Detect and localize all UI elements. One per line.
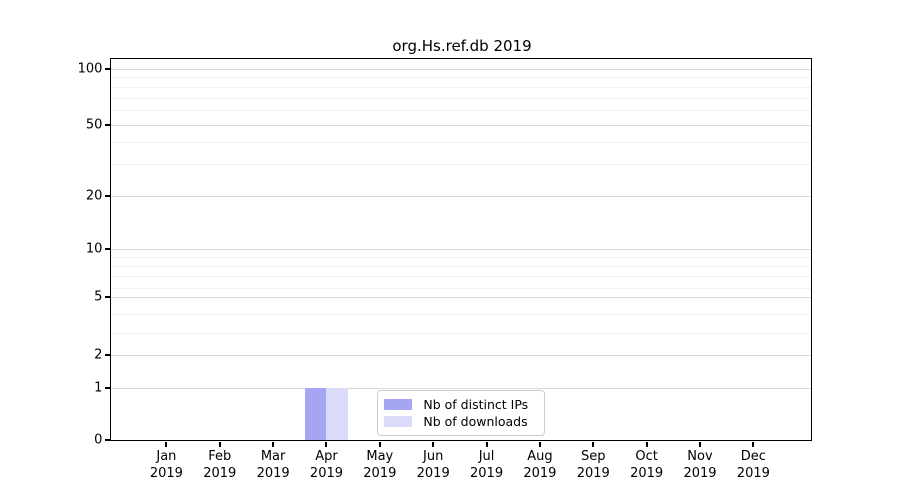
chart-title: org.Hs.ref.db 2019	[392, 37, 532, 55]
x-tick-year: 2019	[256, 466, 290, 482]
x-tick-mark-jul	[485, 441, 488, 447]
x-tick-month: Mar	[260, 449, 286, 465]
x-tick-month: Oct	[635, 449, 658, 465]
gridline-minor-7	[111, 276, 812, 278]
x-tick-year: 2019	[416, 466, 450, 482]
gridline-minor-30	[111, 164, 812, 166]
y-tick-label-10: 10	[85, 241, 103, 257]
gridline-major-1	[111, 388, 812, 390]
gridline-minor-60	[111, 110, 812, 112]
x-tick-year: 2019	[470, 466, 504, 482]
y-tick-label-50: 50	[85, 117, 103, 133]
legend-label-distinct-ips: Nb of distinct IPs	[423, 397, 529, 413]
x-tick-mark-mar	[272, 441, 275, 447]
x-tick-label-jul: Jul 2019	[447, 448, 527, 482]
gridline-major-20	[111, 196, 812, 198]
legend-label-downloads: Nb of downloads	[423, 414, 528, 430]
legend-item-distinct-ips: Nb of distinct IPs	[384, 397, 536, 412]
x-tick-month: Jan	[156, 449, 177, 465]
x-tick-mark-sep	[592, 441, 595, 447]
x-tick-mark-aug	[538, 441, 541, 447]
x-tick-month: Sep	[581, 449, 606, 465]
y-tick-mark-20	[104, 195, 110, 198]
gridline-minor-4	[111, 314, 812, 316]
legend-swatch-downloads	[384, 416, 413, 428]
legend-swatch-distinct-ips	[384, 399, 413, 411]
x-tick-month: Aug	[527, 449, 553, 465]
x-tick-month: Nov	[687, 449, 713, 465]
bar-distinct-ips-apr	[304, 388, 327, 441]
x-tick-label-nov: Nov 2019	[660, 448, 740, 482]
x-tick-mark-nov	[698, 441, 701, 447]
y-tick-label-20: 20	[85, 188, 103, 204]
gridline-minor-90	[111, 77, 812, 79]
gridline-minor-9	[111, 257, 812, 259]
y-tick-mark-50	[104, 124, 110, 127]
y-tick-mark-0	[104, 439, 110, 442]
x-tick-month: Apr	[315, 449, 338, 465]
x-tick-month: Dec	[740, 449, 766, 465]
gridline-major-10	[111, 249, 812, 251]
x-tick-label-may: May 2019	[340, 448, 420, 482]
x-tick-label-jun: Jun 2019	[393, 448, 473, 482]
x-tick-label-sep: Sep 2019	[553, 448, 633, 482]
gridline-minor-70	[111, 98, 812, 100]
y-tick-mark-100	[104, 68, 110, 71]
plot-area: 0 1 2 5 10 20 50 100 Jan 2019 Feb 2019 Mar 2019 Apr 201…	[78, 58, 813, 481]
x-tick-mark-dec	[752, 441, 755, 447]
x-tick-year: 2019	[203, 466, 237, 482]
gridline-major-50	[111, 125, 812, 127]
x-tick-year: 2019	[576, 466, 610, 482]
x-tick-label-feb: Feb 2019	[180, 448, 260, 482]
x-tick-month: Feb	[208, 449, 232, 465]
x-tick-mark-jan	[165, 441, 168, 447]
x-tick-year: 2019	[683, 466, 717, 482]
x-tick-month: Jul	[478, 449, 495, 465]
y-tick-label-5: 5	[94, 289, 103, 305]
gridline-major-100	[111, 69, 812, 71]
x-tick-label-mar: Mar 2019	[233, 448, 313, 482]
y-tick-mark-5	[104, 296, 110, 299]
x-tick-year: 2019	[149, 466, 183, 482]
x-tick-label-aug: Aug 2019	[500, 448, 580, 482]
y-tick-label-2: 2	[94, 347, 103, 363]
x-tick-year: 2019	[523, 466, 557, 482]
legend-item-downloads: Nb of downloads	[384, 414, 536, 429]
x-tick-year: 2019	[309, 466, 344, 482]
y-tick-label-1: 1	[94, 380, 103, 396]
gridline-minor-3	[111, 333, 812, 335]
x-tick-label-dec: Dec 2019	[713, 448, 793, 482]
x-tick-label-jan: Jan 2019	[126, 448, 206, 482]
gridline-minor-8	[111, 266, 812, 268]
legend: Nb of distinct IPs Nb of downloads	[377, 390, 546, 437]
y-tick-label-100: 100	[77, 61, 103, 77]
y-tick-label-0: 0	[94, 432, 103, 448]
x-tick-mark-oct	[645, 441, 648, 447]
gridline-major-2	[111, 355, 812, 357]
x-tick-year: 2019	[630, 466, 664, 482]
x-tick-mark-apr	[325, 441, 328, 447]
bar-downloads-apr	[326, 388, 348, 441]
x-tick-month: May	[366, 449, 394, 465]
x-tick-month: Jun	[423, 449, 444, 465]
y-tick-mark-2	[104, 354, 110, 357]
x-tick-label-oct: Oct 2019	[607, 448, 687, 482]
gridline-minor-40	[111, 142, 812, 144]
gridline-minor-80	[111, 87, 812, 89]
gridline-minor-6	[111, 288, 812, 290]
x-tick-year: 2019	[736, 466, 770, 482]
y-tick-mark-1	[104, 387, 110, 390]
x-tick-mark-feb	[218, 441, 221, 447]
y-tick-mark-10	[104, 248, 110, 251]
x-tick-year: 2019	[363, 466, 397, 482]
gridline-major-5	[111, 297, 812, 299]
x-tick-mark-may	[378, 441, 381, 447]
x-tick-mark-jun	[432, 441, 435, 447]
x-tick-label-apr: Apr 2019	[286, 448, 366, 482]
